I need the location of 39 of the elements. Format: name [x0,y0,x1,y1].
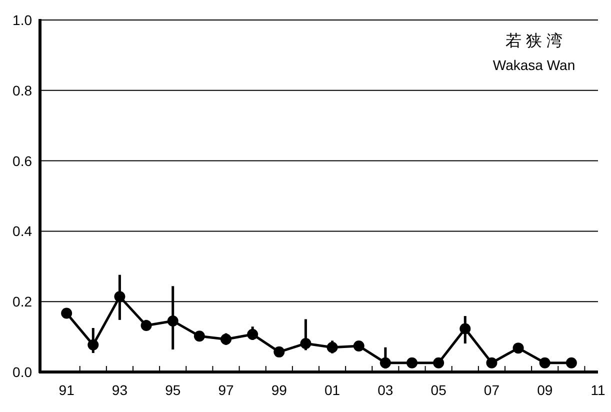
y-tick-label: 0.8 [12,82,32,98]
x-tick-label: 05 [430,382,447,398]
y-tick-label: 1.0 [12,12,32,28]
point [300,338,312,349]
y-tick-label: 0.0 [12,364,32,380]
point [433,357,444,368]
x-tick-label: 97 [218,382,234,398]
point [220,334,232,345]
point [406,357,418,368]
annotation: Wakasa Wan [492,57,576,73]
point [380,357,391,368]
annotation: 若 狭 湾 [506,32,562,50]
x-tick-label: 91 [58,382,75,398]
point [140,320,152,332]
point [353,340,364,352]
y-tick-label: 0.6 [12,152,32,169]
point [486,357,498,368]
point [512,342,524,354]
x-tick-label: 95 [165,382,181,398]
point [566,357,577,368]
x-tick-label: 03 [378,382,394,398]
point [114,291,126,302]
point [61,308,72,319]
x-tick-label: 93 [112,382,128,398]
point [274,346,285,358]
x-tick-label: 11 [590,382,606,398]
point [194,330,205,342]
y-tick-label: 0.4 [12,223,32,240]
y-tick-label: 0.2 [12,294,32,310]
point [460,323,471,334]
x-tick-label: 07 [484,382,500,398]
point [539,357,550,368]
point [88,339,99,350]
x-tick-label: 09 [537,382,553,398]
point [326,342,338,353]
point [167,315,178,326]
x-tick-label: 99 [271,382,288,398]
point [247,328,258,340]
x-tick-label: 01 [324,382,340,398]
